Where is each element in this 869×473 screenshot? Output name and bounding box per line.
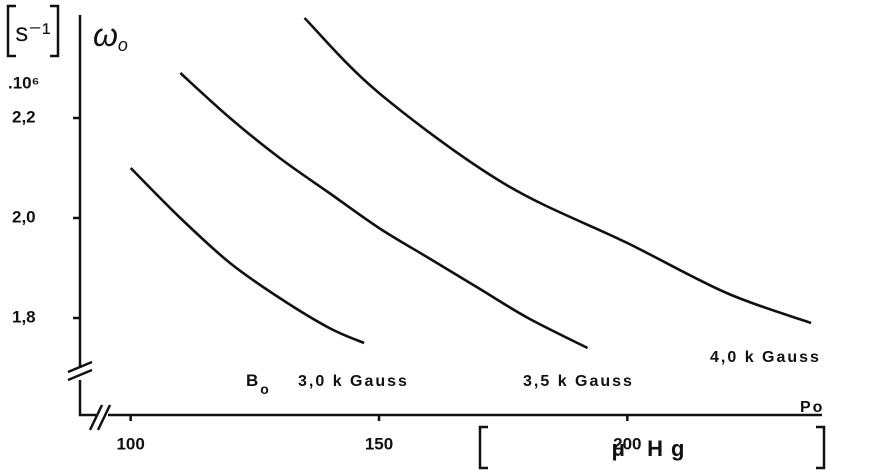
curve xyxy=(129,167,365,345)
x-unit-brackets xyxy=(478,425,826,470)
y-tick-label: 1,8 xyxy=(12,307,36,326)
x-axis-break xyxy=(88,404,112,431)
series-label: 3,5 k Gauss xyxy=(523,373,634,390)
y-tick-label: 2,2 xyxy=(12,107,36,126)
x-tick-label: 100 xyxy=(116,434,144,453)
y-unit: s⁻¹ xyxy=(15,17,51,47)
y-multiplier: .10⁶ xyxy=(8,73,39,92)
x-tick-label: 150 xyxy=(365,434,393,453)
y-axis-break xyxy=(67,360,93,382)
axes xyxy=(78,15,822,417)
y-label: ωo xyxy=(93,17,128,54)
y-tick-label: 2,0 xyxy=(12,207,36,226)
x-label: Po xyxy=(800,399,824,416)
curve xyxy=(179,72,589,350)
y-unit-brackets xyxy=(6,4,60,58)
curve xyxy=(303,17,812,325)
series-label: 4,0 k Gauss xyxy=(710,349,821,366)
annotation: Bo xyxy=(246,371,271,396)
x-unit: μ Hg xyxy=(612,436,693,461)
series-label: 3,0 k Gauss xyxy=(298,373,409,390)
x-tick-label: 200 xyxy=(613,434,641,453)
